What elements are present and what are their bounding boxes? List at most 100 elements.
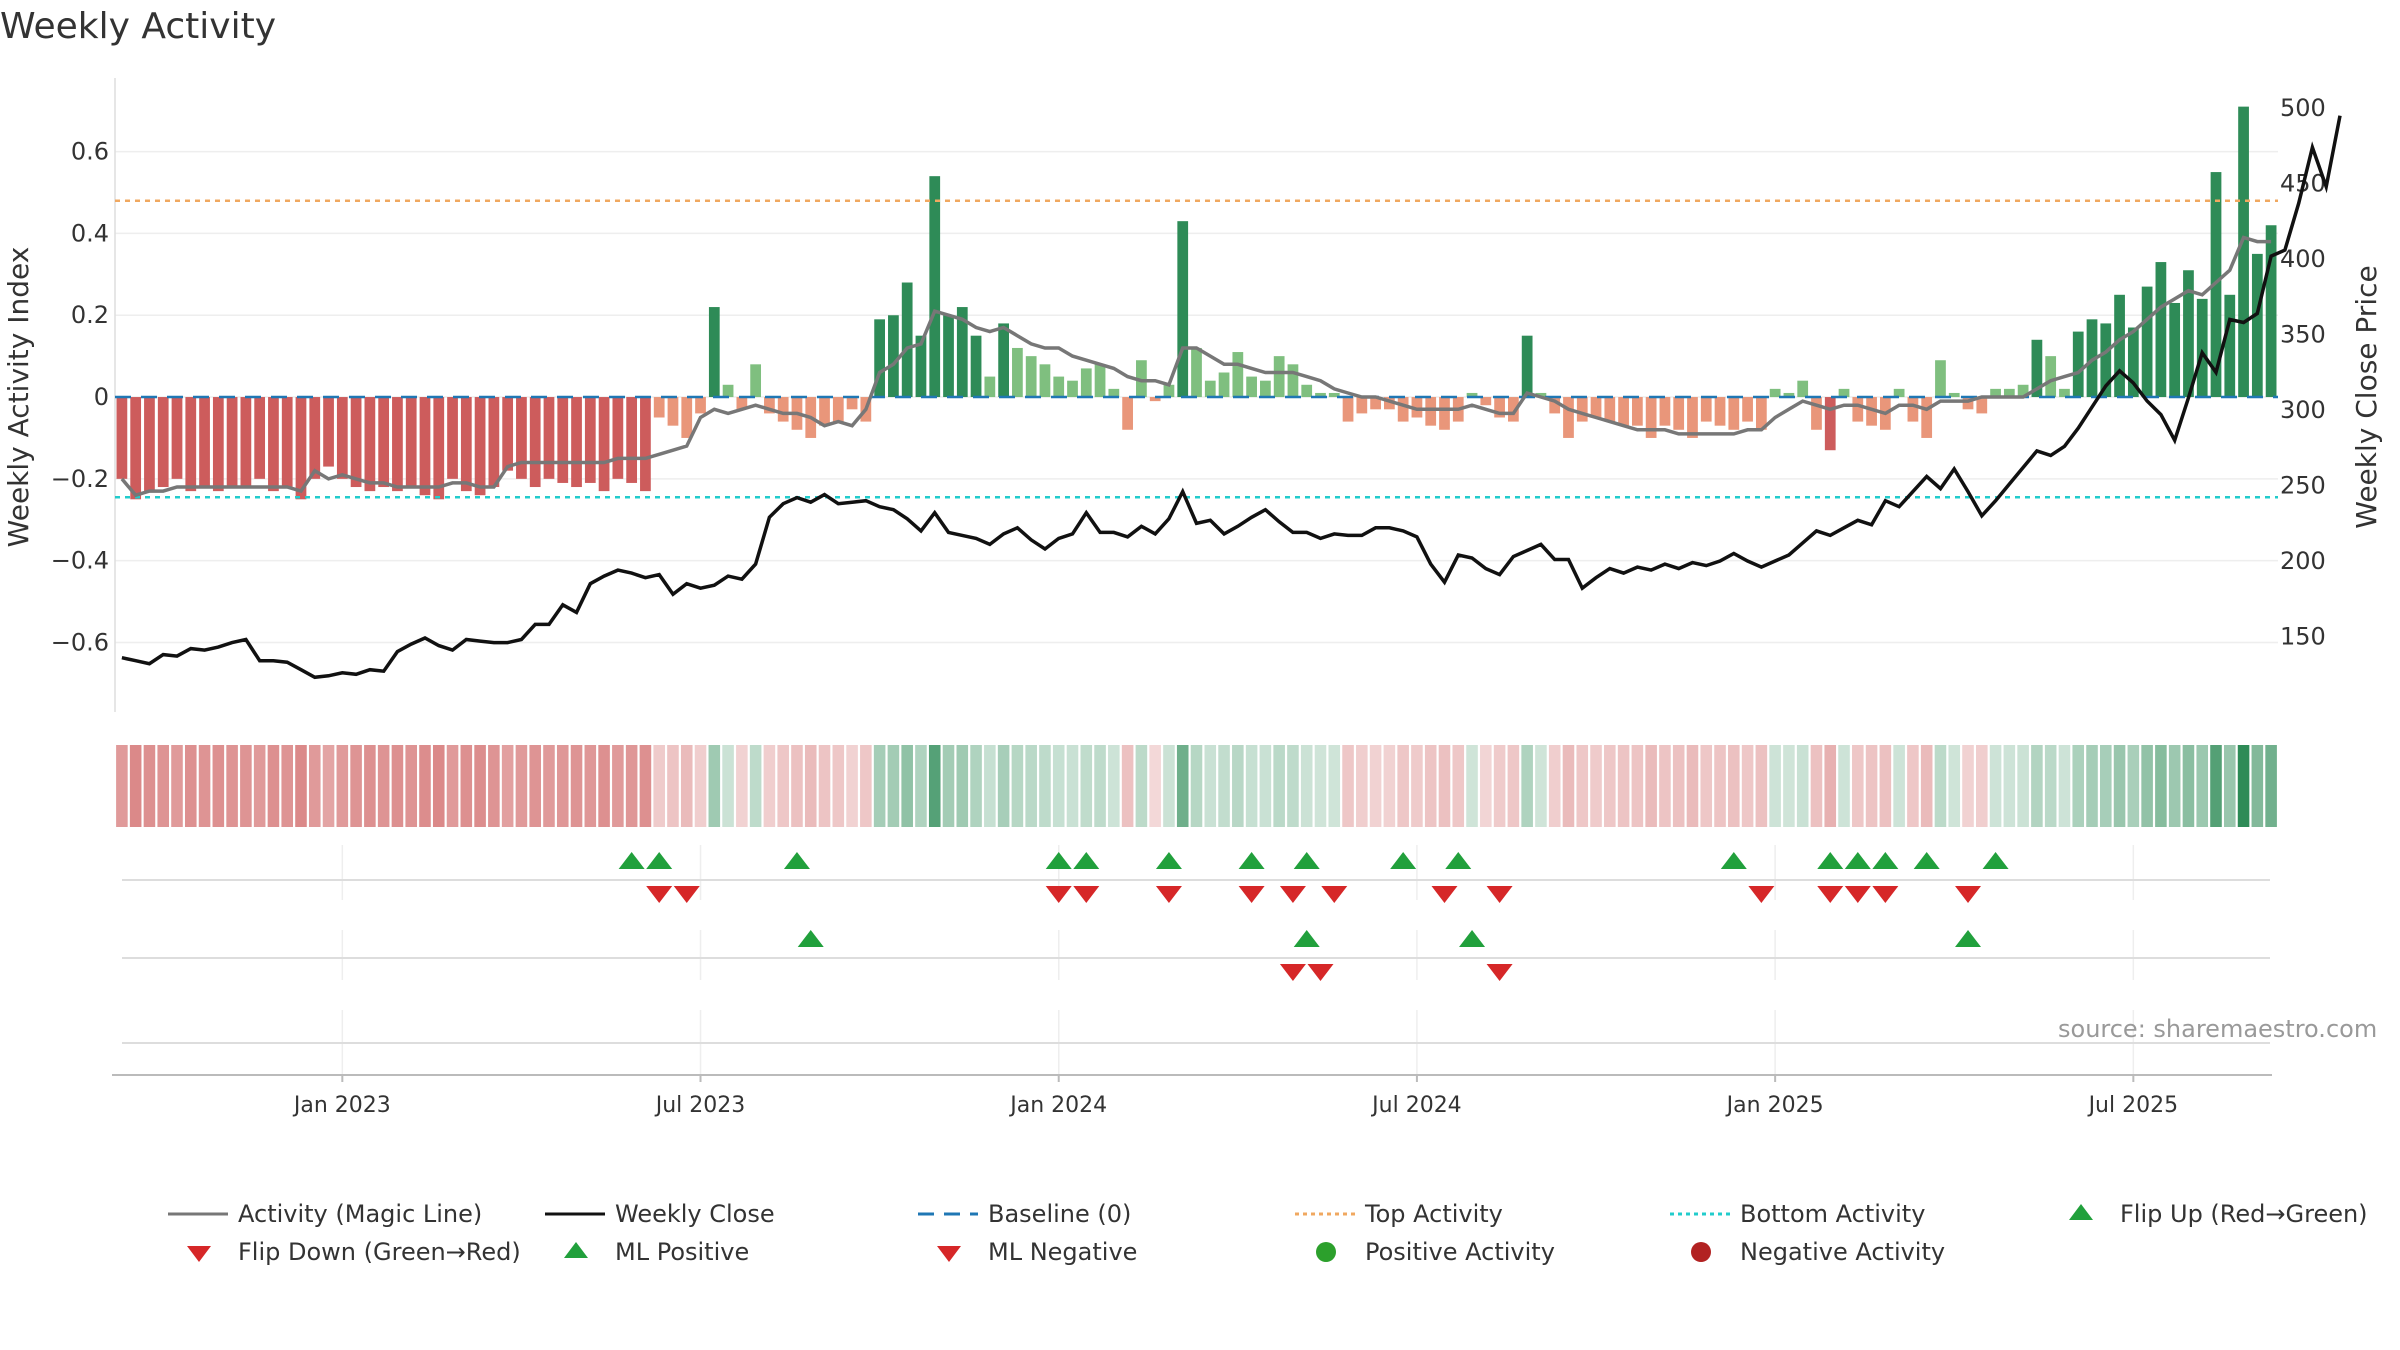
heat-cell <box>226 745 238 827</box>
activity-bar <box>171 397 183 479</box>
legend-item-top-activity: Top Activity <box>1295 1200 1503 1228</box>
heat-cell <box>818 745 831 827</box>
activity-bar <box>1521 335 1533 398</box>
heat-cell <box>625 745 638 827</box>
ml-positive-marker <box>797 930 824 947</box>
activity-bar <box>1287 364 1299 398</box>
heat-cell <box>1962 745 1974 827</box>
ml-negative-marker <box>1486 964 1513 981</box>
activity-bar <box>1549 397 1561 414</box>
x-tick-label: Jan 2024 <box>1008 1093 1107 1118</box>
activity-bar <box>612 397 624 479</box>
heat-cell <box>184 745 197 827</box>
activity-bar <box>1246 376 1257 398</box>
heat-cell <box>543 745 555 827</box>
heat-cell <box>2058 745 2071 827</box>
x-tick-label: Jul 2025 <box>2087 1093 2179 1118</box>
heat-cell <box>1976 745 1988 827</box>
activity-bar <box>281 397 293 488</box>
activity-bar <box>653 397 665 418</box>
y-axis-label: Weekly Activity Index <box>2 247 35 548</box>
heat-cell <box>763 745 776 827</box>
heat-cell <box>584 745 597 827</box>
flip-up-marker <box>1913 852 1940 869</box>
activity-bar <box>1728 397 1740 430</box>
activity-bar <box>1053 376 1065 398</box>
legend-label: Top Activity <box>1365 1200 1503 1228</box>
heat-cell <box>887 745 900 827</box>
heat-cell <box>860 745 872 827</box>
activity-bar <box>502 397 514 471</box>
heat-cell <box>1163 745 1175 827</box>
heat-cell <box>846 745 858 827</box>
heat-cell <box>680 745 693 827</box>
y-tick-label: −0.2 <box>51 465 109 493</box>
heat-cell <box>1521 745 1533 827</box>
activity-bar <box>1687 397 1698 438</box>
heat-cell <box>529 745 541 827</box>
heat-cell <box>1879 745 1892 827</box>
heat-cell <box>598 745 610 827</box>
heat-cell <box>336 745 349 827</box>
activity-bar <box>240 397 252 488</box>
flip-up-marker <box>1817 852 1844 869</box>
heat-cell <box>322 745 335 827</box>
activity-bar <box>695 397 706 414</box>
activity-bar <box>419 397 431 496</box>
heat-cell <box>1452 745 1465 827</box>
heat-cell <box>1342 745 1354 827</box>
activity-bar <box>956 307 968 398</box>
flip-up-marker <box>1293 852 1320 869</box>
activity-bar <box>1163 384 1175 398</box>
activity-bar <box>640 397 651 492</box>
activity-bar <box>392 397 403 492</box>
flip-up-marker <box>646 852 673 869</box>
legend-item-ml-positive: ML Positive <box>545 1238 749 1266</box>
activity-bar <box>1948 392 1960 398</box>
activity-bar <box>819 397 830 426</box>
activity-bar <box>405 397 417 488</box>
activity-bar <box>1067 380 1078 398</box>
heat-cell <box>1617 745 1630 827</box>
activity-bar <box>1191 347 1202 398</box>
activity-bar <box>1866 397 1877 426</box>
activity-bar <box>474 397 486 496</box>
activity-bar <box>1990 388 2001 398</box>
legend-item-bottom-activity: Bottom Activity <box>1670 1200 1925 1228</box>
magic-line <box>120 235 2272 498</box>
legend-label: Baseline (0) <box>988 1200 1132 1228</box>
heat-cell <box>1796 745 1809 827</box>
heat-cell <box>1411 745 1423 827</box>
heat-cell <box>2044 745 2057 827</box>
activity-bar <box>626 397 638 483</box>
heat-cell <box>1259 745 1272 827</box>
activity-bar <box>1025 356 1037 398</box>
heat-cell <box>2127 745 2140 827</box>
heat-cell <box>377 745 390 827</box>
activity-bar <box>722 384 734 398</box>
flip-up-marker <box>618 852 645 869</box>
legend-item-magic-line: Activity (Magic Line) <box>168 1200 482 1228</box>
heat-cell <box>1824 745 1837 827</box>
heat-cell <box>1659 745 1671 827</box>
activity-bar <box>2251 253 2263 398</box>
activity-bar <box>1797 380 1809 398</box>
y-tick-label: −0.6 <box>51 628 109 656</box>
heat-cell <box>143 745 156 827</box>
legend-label: Weekly Close <box>615 1200 775 1228</box>
flip-down-marker <box>673 886 700 903</box>
heat-cell <box>129 745 142 827</box>
ml-negative-marker <box>1307 964 1334 981</box>
activity-bar <box>199 397 210 488</box>
activity-bar <box>254 397 266 479</box>
heat-cell <box>1245 745 1258 827</box>
activity-bar <box>998 323 1009 398</box>
legend-label: Flip Down (Green→Red) <box>238 1238 521 1266</box>
activity-bar <box>1563 397 1574 438</box>
heat-cell <box>198 745 211 827</box>
activity-bar <box>1260 380 1271 398</box>
heat-cell <box>901 745 913 827</box>
heat-cell <box>1328 745 1341 827</box>
y-tick-label: 0.6 <box>71 138 109 166</box>
heat-cell <box>1438 745 1451 827</box>
